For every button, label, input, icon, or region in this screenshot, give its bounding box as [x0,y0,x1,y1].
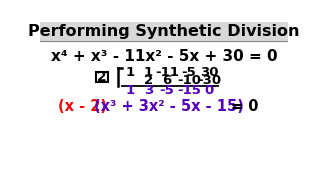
Text: -30: -30 [197,74,221,87]
Text: -5: -5 [181,66,196,79]
Text: -5: -5 [160,84,174,97]
Text: 0: 0 [204,84,213,97]
Text: 6: 6 [163,74,172,87]
Text: 2: 2 [97,70,107,84]
Text: = 0: = 0 [231,99,258,114]
Text: 1: 1 [144,66,153,79]
Bar [40,22,288,41]
Text: 30: 30 [200,66,218,79]
Text: 1: 1 [125,84,134,97]
Text: 1: 1 [125,66,134,79]
Text: 2: 2 [144,74,153,87]
Text: 3: 3 [144,84,153,97]
Text: x⁴ + x³ - 11x² - 5x + 30 = 0: x⁴ + x³ - 11x² - 5x + 30 = 0 [51,49,277,64]
Text: (x - 2): (x - 2) [58,99,107,114]
Text: -10: -10 [177,74,201,87]
Bar [96,72,108,82]
Text: -11: -11 [155,66,179,79]
Text: Performing Synthetic Division: Performing Synthetic Division [28,24,300,39]
Text: (x³ + 3x² - 5x - 15): (x³ + 3x² - 5x - 15) [94,99,244,114]
Text: -15: -15 [177,84,201,97]
